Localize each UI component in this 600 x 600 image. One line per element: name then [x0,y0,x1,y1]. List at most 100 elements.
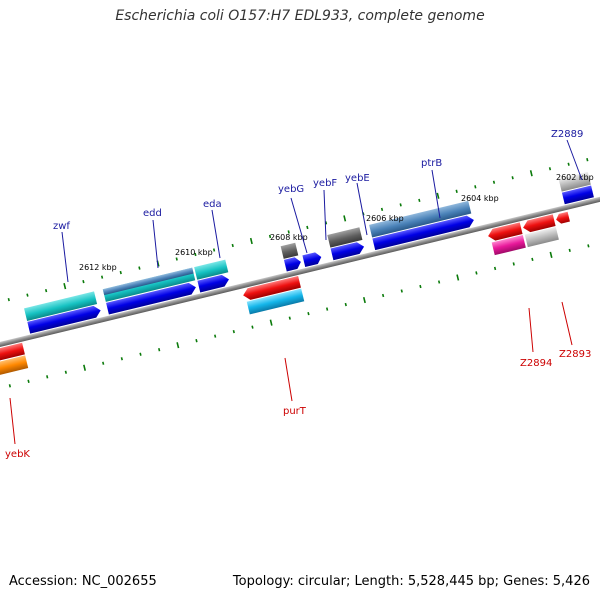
minor-tick [306,225,309,230]
cds-eda [197,274,229,293]
minor-tick [307,311,310,316]
minor-tick [100,275,104,279]
cds-purT [243,275,301,300]
minor-tick [455,189,458,193]
minor-tick [399,203,402,207]
leader-line [9,397,16,445]
minor-tick [381,293,385,298]
minor-tick [102,361,105,365]
minor-tick [158,348,161,352]
gene-label-edd: edd [143,208,162,219]
minor-tick [493,266,497,271]
map-title: Escherichia coli O157:H7 EDL933, complet… [115,8,485,24]
gene-label-Z2894: Z2894 [520,358,552,369]
cds-yebF [302,252,322,268]
gene-label-ptrB: ptrB [421,158,442,169]
major-tick [83,364,87,371]
minor-tick [27,379,30,383]
major-tick [176,342,180,349]
gene-label-zwf: zwf [53,221,70,232]
minor-tick [344,302,347,307]
gene-purT [246,288,305,315]
gene-ptrB [369,200,472,238]
minor-tick [567,162,570,166]
leader-line [561,301,573,346]
minor-tick [8,384,12,388]
cds-small-rev [556,211,570,224]
minor-tick [587,244,590,248]
genome-track [0,158,600,388]
cds-ptrB [372,215,474,251]
kbp-label: 2602 kbp [556,173,594,182]
kbp-label: 2608 kbp [270,233,308,242]
minor-tick [212,248,216,252]
gene-zwf [24,291,98,321]
kbp-label: 2604 kbp [461,194,499,203]
major-tick [436,192,440,199]
minor-tick [138,266,141,270]
minor-tick [232,329,235,334]
gene-label-yebE: yebE [345,173,370,184]
gene-label-yebK: yebK [5,449,30,460]
leader-line [566,139,583,181]
cds-yebK [0,342,25,367]
kbp-label: 2610 kbp [175,248,213,257]
gene-label-yebG: yebG [278,184,304,195]
minor-tick [139,352,142,356]
minor-tick [120,357,123,361]
minor-tick [251,325,254,329]
major-tick [63,283,67,290]
minor-tick [82,279,85,284]
minor-tick [418,198,421,202]
minor-tick [46,375,49,379]
kbp-label: 2606 kbp [366,214,404,223]
kbp-label: 2612 kbp [79,263,117,272]
leader-line [356,182,368,236]
cds-Z2889 [561,185,594,205]
cds-edd [106,282,196,315]
minor-tick [586,158,589,162]
gene-label-purT: purT [283,406,307,417]
minor-tick [214,334,217,338]
gene-Z2889 [558,171,591,192]
major-tick [529,170,533,177]
lower-tick-row [8,244,590,388]
minor-tick [231,243,234,248]
genome-summary: Topology: circular; Length: 5,528,445 bp… [232,574,590,589]
accession-label: Accession: NC_002655 [9,574,157,589]
gene-label-eda: eda [203,199,222,210]
minor-tick [44,288,48,293]
minor-tick [492,180,496,184]
major-tick [362,296,366,304]
minor-tick [64,370,67,374]
upper-tick-row [7,158,589,302]
gene-label-Z2889: Z2889 [551,129,583,140]
gene-eda [194,259,229,280]
major-tick [269,319,273,326]
minor-tick [288,316,291,320]
gene-label-yebF: yebF [313,178,337,189]
genome-backbone [0,182,600,357]
gene-Z2894 [491,234,526,256]
gene-yebG [280,242,299,259]
leader-line [431,169,441,219]
minor-tick [268,234,272,239]
minor-tick [400,289,403,293]
leader-line [284,357,293,402]
minor-tick [287,230,290,234]
major-tick [343,215,347,222]
minor-tick [437,280,441,284]
minor-tick [568,248,571,253]
major-tick [249,237,253,245]
gene-label-Z2893: Z2893 [559,349,591,360]
leader-line [290,197,308,254]
minor-tick [325,307,329,311]
reverse-gene-labels: purT Z2894 Z2893 yebK [5,301,591,460]
cds-yebG [283,257,301,272]
leader-line [61,231,69,283]
leader-line [323,189,327,241]
forward-gene-labels: zwf edd eda yebG yebF yebE ptrB Z2889 [53,129,583,283]
major-tick [456,274,460,281]
minor-tick [548,167,552,171]
